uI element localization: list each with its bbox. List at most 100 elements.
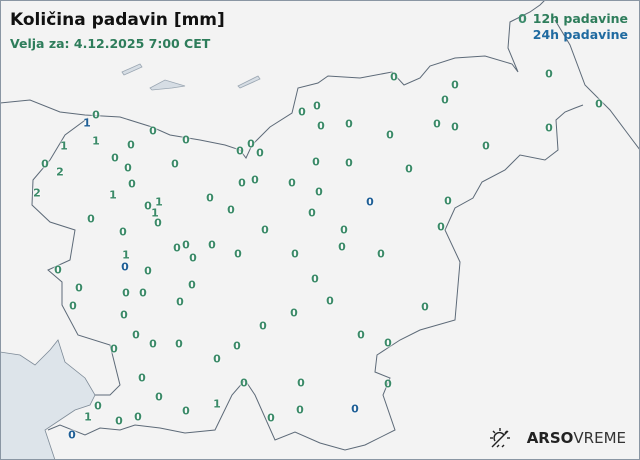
station-value-24h: 1 <box>83 116 91 130</box>
station-value-12h: 0 <box>176 295 184 309</box>
station-value-12h: 0 <box>421 300 429 314</box>
station-value-12h: 0 <box>92 108 100 122</box>
station-value-12h: 0 <box>308 206 316 220</box>
station-value-12h: 2 <box>33 186 41 200</box>
station-value-12h: 0 <box>208 238 216 252</box>
station-value-12h: 0 <box>110 342 118 356</box>
station-value-12h: 2 <box>56 165 64 179</box>
station-value-12h: 0 <box>317 119 325 133</box>
station-value-12h: 0 <box>384 336 392 350</box>
station-value-12h: 0 <box>182 404 190 418</box>
station-value-12h: 1 <box>84 410 92 424</box>
station-value-12h: 0 <box>171 157 179 171</box>
station-value-12h: 0 <box>259 319 267 333</box>
station-value-12h: 0 <box>127 138 135 152</box>
station-value-12h: 0 <box>149 124 157 138</box>
station-value-12h: 0 <box>154 216 162 230</box>
station-value-12h: 0 <box>267 411 275 425</box>
station-value-12h: 0 <box>298 105 306 119</box>
station-value-12h: 0 <box>545 121 553 135</box>
station-value-12h: 0 <box>75 281 83 295</box>
station-value-12h: 0 <box>122 286 130 300</box>
station-value-12h: 0 <box>433 117 441 131</box>
station-value-12h: 0 <box>124 161 132 175</box>
station-value-24h: 0 <box>121 260 129 274</box>
legend: 0 12h padavine 24h padavine <box>518 11 628 43</box>
station-value-12h: 0 <box>313 99 321 113</box>
station-value-12h: 0 <box>288 176 296 190</box>
station-value-12h: 0 <box>451 120 459 134</box>
station-value-12h: 0 <box>296 403 304 417</box>
station-value-12h: 0 <box>236 144 244 158</box>
station-value-12h: 0 <box>311 272 319 286</box>
station-value-12h: 1 <box>122 248 130 262</box>
station-value-12h: 0 <box>290 306 298 320</box>
station-value-24h: 0 <box>351 402 359 416</box>
station-value-12h: 0 <box>119 225 127 239</box>
station-value-12h: 0 <box>256 146 264 160</box>
station-value-12h: 0 <box>155 390 163 404</box>
station-value-12h: 0 <box>345 117 353 131</box>
station-value-12h: 0 <box>234 247 242 261</box>
legend-sample-value: 0 <box>518 11 527 26</box>
station-value-12h: 0 <box>227 203 235 217</box>
station-value-12h: 0 <box>139 286 147 300</box>
station-value-12h: 0 <box>182 238 190 252</box>
station-value-12h: 0 <box>115 414 123 428</box>
station-value-12h: 1 <box>151 206 159 220</box>
station-value-24h: 0 <box>366 195 374 209</box>
station-value-12h: 0 <box>132 328 140 342</box>
station-value-12h: 0 <box>182 133 190 147</box>
station-value-12h: 0 <box>206 191 214 205</box>
station-value-12h: 0 <box>545 67 553 81</box>
station-value-12h: 0 <box>377 247 385 261</box>
station-value-12h: 0 <box>312 155 320 169</box>
station-value-12h: 0 <box>247 137 255 151</box>
station-value-12h: 0 <box>340 223 348 237</box>
station-value-12h: 0 <box>437 220 445 234</box>
station-value-12h: 0 <box>345 156 353 170</box>
station-value-12h: 0 <box>87 212 95 226</box>
station-value-12h: 0 <box>386 128 394 142</box>
station-value-12h: 0 <box>390 70 398 84</box>
station-value-24h: 0 <box>68 428 76 442</box>
station-value-12h: 1 <box>155 195 163 209</box>
station-value-12h: 0 <box>41 157 49 171</box>
lakes <box>121 63 261 91</box>
station-value-12h: 0 <box>188 278 196 292</box>
station-value-12h: 0 <box>405 162 413 176</box>
station-value-12h: 0 <box>144 264 152 278</box>
station-value-12h: 0 <box>444 194 452 208</box>
station-value-12h: 0 <box>482 139 490 153</box>
station-value-12h: 0 <box>261 223 269 237</box>
station-value-12h: 1 <box>213 397 221 411</box>
page-title: Količina padavin [mm] <box>10 10 225 30</box>
station-value-12h: 0 <box>338 240 346 254</box>
station-value-12h: 0 <box>189 251 197 265</box>
station-value-12h: 0 <box>69 299 77 313</box>
station-value-12h: 0 <box>451 78 459 92</box>
station-value-12h: 0 <box>213 352 221 366</box>
station-value-12h: 1 <box>92 134 100 148</box>
station-value-12h: 0 <box>175 337 183 351</box>
station-value-12h: 0 <box>357 328 365 342</box>
station-value-12h: 0 <box>54 263 62 277</box>
station-value-12h: 0 <box>240 376 248 390</box>
station-value-12h: 0 <box>238 176 246 190</box>
station-value-12h: 0 <box>173 241 181 255</box>
legend-12h: 12h padavine <box>532 11 628 26</box>
station-value-12h: 0 <box>144 199 152 213</box>
station-value-12h: 0 <box>233 339 241 353</box>
station-value-12h: 0 <box>251 173 259 187</box>
station-value-12h: 0 <box>138 371 146 385</box>
station-value-12h: 0 <box>441 93 449 107</box>
valid-time: Velja za: 4.12.2025 7:00 CET <box>10 36 211 51</box>
brand-name-bold: ARSO <box>526 429 574 447</box>
station-value-12h: 1 <box>109 188 117 202</box>
station-value-12h: 0 <box>149 337 157 351</box>
station-value-12h: 0 <box>595 97 603 111</box>
station-value-12h: 0 <box>128 177 136 191</box>
